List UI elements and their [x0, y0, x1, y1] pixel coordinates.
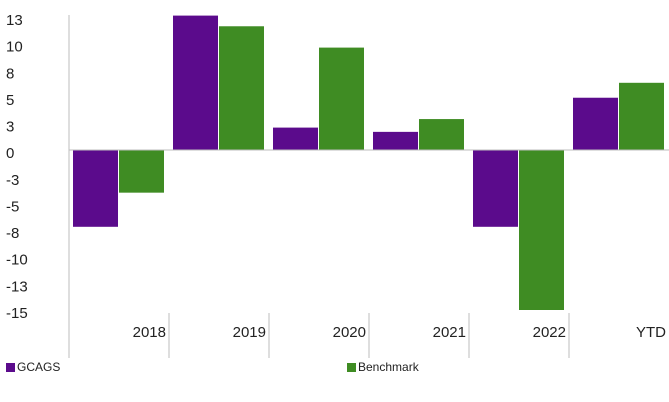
y-tick-label: 3: [6, 119, 14, 136]
y-axis-labels: 13 10 8 5 3 0 -3 -5 -8 -10 -13 -15: [6, 12, 28, 322]
x-tick-label: YTD: [636, 324, 666, 341]
y-tick-label: -8: [6, 225, 19, 242]
y-tick-label: -3: [6, 172, 19, 189]
y-tick-label: 5: [6, 92, 14, 109]
bar-gcags-ytd: [573, 97, 618, 150]
y-tick-label: 0: [6, 145, 14, 162]
y-tick-label: -15: [6, 305, 28, 322]
bar-gcags-2018: [73, 150, 118, 227]
y-tick-label: -5: [6, 198, 19, 215]
legend-label-gcags: GCAGS: [17, 360, 61, 374]
x-tick-label: 2022: [533, 324, 566, 341]
x-tick-label: 2021: [433, 324, 466, 341]
bar-gcags-2021: [373, 131, 418, 150]
bar-benchmark-2022: [519, 150, 564, 310]
y-tick-label: 13: [6, 12, 23, 29]
x-tick-label: 2020: [333, 324, 366, 341]
legend-label-benchmark: Benchmark: [358, 360, 419, 374]
bar-benchmark-2020: [319, 47, 364, 150]
axes: [68, 15, 669, 358]
y-tick-label: -10: [6, 252, 28, 269]
legend-item-benchmark: Benchmark: [347, 360, 419, 374]
bar-gcags-2022: [473, 150, 518, 227]
y-tick-label: 10: [6, 39, 23, 56]
bar-benchmark-ytd: [619, 82, 664, 150]
bar-benchmark-2019: [219, 26, 264, 151]
legend-swatch-benchmark: [347, 362, 356, 372]
bar-gcags-2019: [173, 15, 218, 150]
y-tick-label: -13: [6, 278, 28, 295]
x-tick-label: 2019: [233, 324, 266, 341]
bar-gcags-2020: [273, 127, 318, 150]
legend-item-gcags: GCAGS: [6, 360, 60, 374]
bar-benchmark-2018: [119, 150, 164, 193]
y-tick-label: 8: [6, 65, 14, 82]
legend-swatch-gcags: [6, 362, 15, 372]
bar-benchmark-2021: [419, 119, 464, 150]
x-tick-label: 2018: [133, 324, 166, 341]
x-axis-labels: 2018 2019 2020 2021 2022 YTD: [133, 324, 667, 341]
bars: [73, 15, 664, 310]
